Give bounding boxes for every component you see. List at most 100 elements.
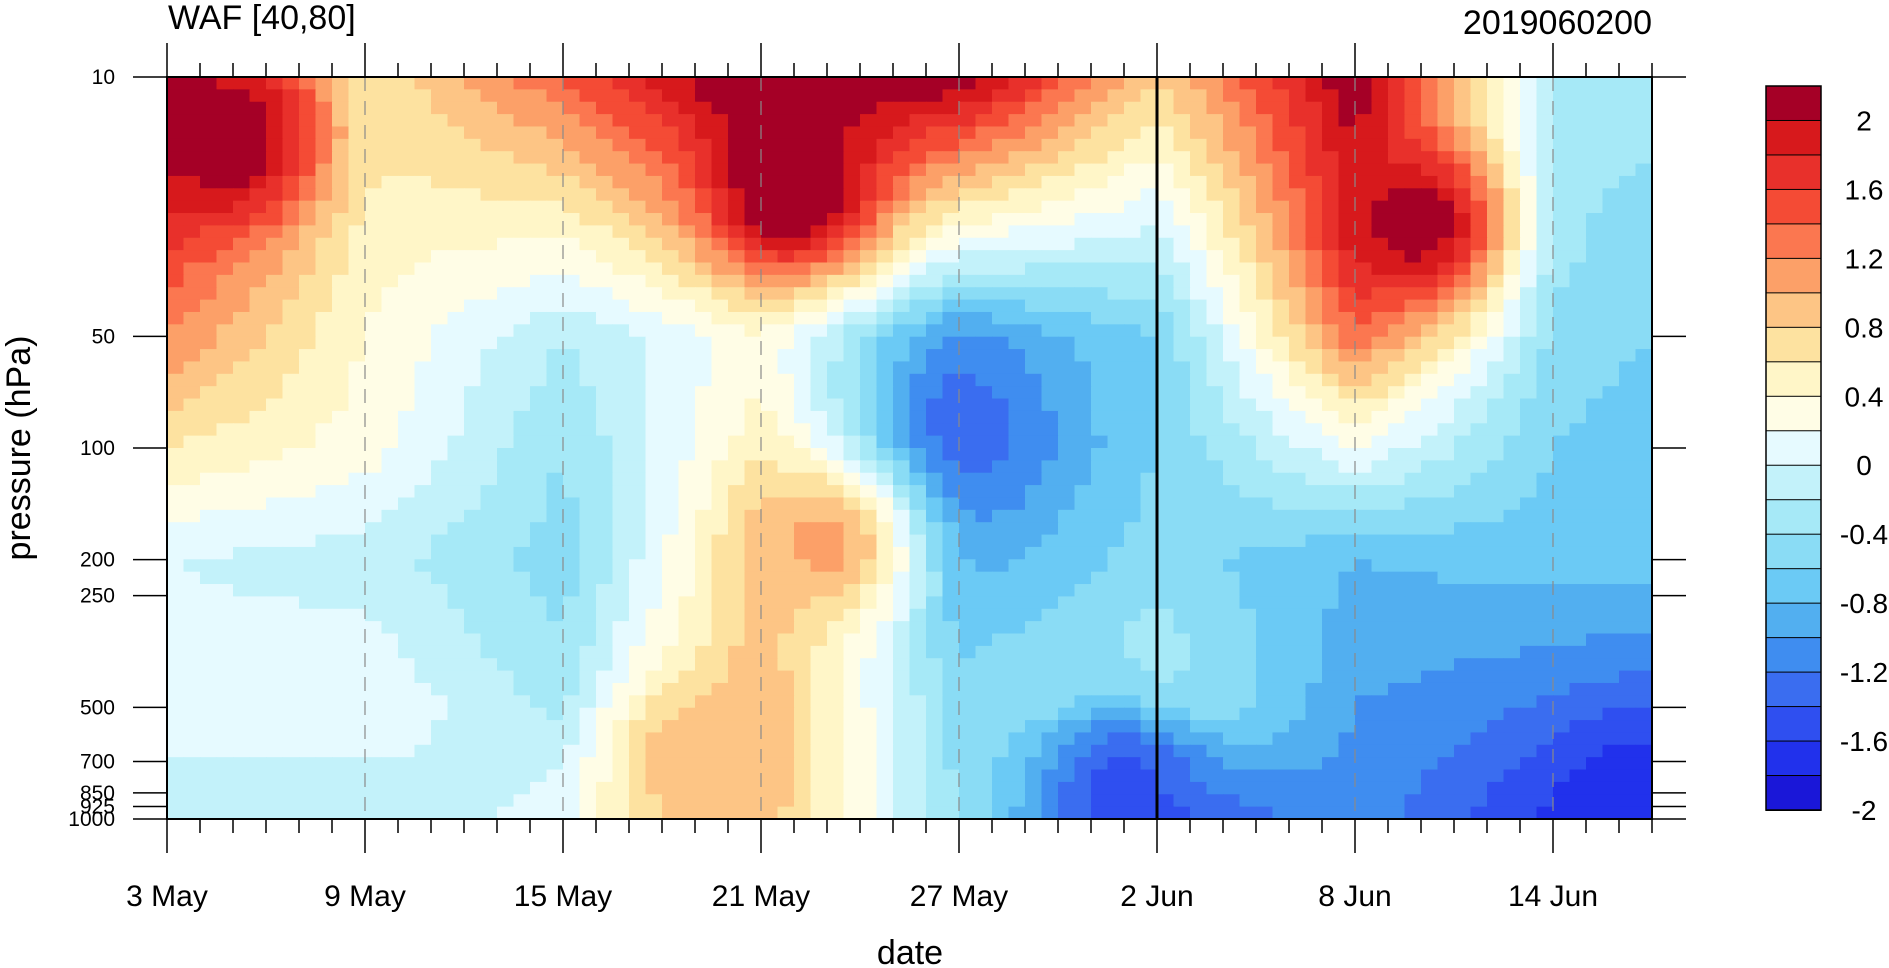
contour-cell bbox=[1470, 398, 1488, 412]
contour-cell bbox=[1487, 744, 1505, 758]
contour-cell bbox=[1025, 361, 1043, 375]
contour-cell bbox=[843, 423, 861, 437]
contour-cell bbox=[992, 534, 1010, 548]
contour-cell bbox=[332, 720, 350, 734]
contour-cell bbox=[414, 485, 432, 499]
contour-cell bbox=[1272, 114, 1290, 128]
contour-cell bbox=[563, 410, 581, 424]
contour-cell bbox=[315, 349, 333, 363]
contour-cell bbox=[183, 373, 201, 387]
contour-cell bbox=[876, 138, 894, 152]
contour-cell bbox=[530, 695, 548, 709]
contour-cell bbox=[1520, 274, 1538, 288]
contour-cell bbox=[447, 435, 465, 449]
contour-cell bbox=[299, 522, 317, 536]
contour-cell bbox=[1008, 546, 1026, 560]
contour-cell bbox=[1536, 151, 1554, 165]
contour-cell bbox=[711, 448, 729, 461]
contour-cell bbox=[167, 460, 185, 474]
contour-cell bbox=[497, 559, 515, 573]
contour-cell bbox=[794, 472, 812, 486]
contour-cell bbox=[695, 151, 713, 165]
contour-cell bbox=[1173, 707, 1191, 721]
contour-cell bbox=[926, 509, 944, 523]
contour-cell bbox=[431, 546, 449, 560]
contour-cell bbox=[1536, 287, 1554, 301]
contour-cell bbox=[1520, 645, 1538, 659]
contour-cell bbox=[794, 707, 812, 721]
contour-cell bbox=[332, 744, 350, 758]
contour-cell bbox=[629, 435, 647, 449]
contour-cell bbox=[876, 460, 894, 474]
contour-cell bbox=[992, 732, 1010, 746]
contour-cell bbox=[1421, 621, 1439, 635]
contour-cell bbox=[1371, 213, 1389, 226]
contour-cell bbox=[1223, 324, 1241, 338]
contour-cell bbox=[447, 324, 465, 338]
contour-cell bbox=[398, 77, 416, 90]
contour-cell bbox=[645, 361, 663, 375]
contour-cell bbox=[645, 274, 663, 288]
contour-cell bbox=[992, 373, 1010, 387]
contour-cell bbox=[1173, 448, 1191, 461]
contour-cell bbox=[843, 299, 861, 313]
contour-cell bbox=[546, 670, 564, 684]
contour-cell bbox=[348, 435, 366, 449]
contour-cell bbox=[1586, 534, 1604, 548]
contour-cell bbox=[1553, 448, 1571, 461]
contour-cell bbox=[1041, 163, 1059, 177]
contour-cell bbox=[1074, 237, 1092, 251]
contour-cell bbox=[794, 262, 812, 276]
contour-cell bbox=[464, 707, 482, 721]
contour-cell bbox=[975, 386, 993, 400]
contour-cell bbox=[728, 126, 746, 140]
contour-cell bbox=[711, 596, 729, 610]
contour-cell bbox=[678, 262, 696, 276]
contour-cell bbox=[975, 707, 993, 721]
contour-cell bbox=[1355, 633, 1373, 647]
contour-cell bbox=[1272, 349, 1290, 363]
contour-cell bbox=[348, 89, 366, 103]
contour-cell bbox=[645, 744, 663, 758]
contour-cell bbox=[1124, 423, 1142, 437]
contour-cell bbox=[332, 584, 350, 597]
contour-cell bbox=[513, 695, 531, 709]
contour-cell bbox=[513, 250, 531, 264]
contour-cell bbox=[1487, 410, 1505, 424]
contour-cell bbox=[645, 596, 663, 610]
contour-cell bbox=[1305, 361, 1323, 375]
contour-cell bbox=[711, 200, 729, 214]
contour-cell bbox=[1602, 695, 1620, 709]
contour-cell bbox=[1041, 658, 1059, 672]
contour-cell bbox=[1503, 744, 1521, 758]
contour-cell bbox=[1635, 373, 1652, 387]
contour-cell bbox=[1536, 695, 1554, 709]
contour-cell bbox=[183, 658, 201, 672]
contour-cell bbox=[414, 311, 432, 325]
contour-cell bbox=[678, 398, 696, 412]
contour-cell bbox=[299, 89, 317, 103]
contour-cell bbox=[1338, 472, 1356, 486]
contour-cell bbox=[398, 497, 416, 511]
contour-cell bbox=[1404, 670, 1422, 684]
contour-cell bbox=[1256, 213, 1274, 226]
contour-cell bbox=[414, 386, 432, 400]
contour-cell bbox=[249, 410, 267, 424]
contour-cell bbox=[216, 200, 234, 214]
contour-cell bbox=[1388, 460, 1406, 474]
contour-cell bbox=[1355, 114, 1373, 128]
contour-cell bbox=[1305, 138, 1323, 152]
contour-cell bbox=[315, 707, 333, 721]
contour-cell bbox=[1041, 485, 1059, 499]
contour-cell bbox=[1619, 670, 1637, 684]
contour-cell bbox=[1091, 621, 1109, 635]
contour-cell bbox=[876, 225, 894, 239]
contour-cell bbox=[1388, 188, 1406, 202]
contour-cell bbox=[1239, 126, 1257, 140]
contour-cell bbox=[662, 336, 680, 350]
contour-cell bbox=[1107, 658, 1125, 672]
contour-cell bbox=[711, 373, 729, 387]
contour-cell bbox=[414, 720, 432, 734]
contour-cell bbox=[1503, 670, 1521, 684]
contour-cell bbox=[1586, 213, 1604, 226]
